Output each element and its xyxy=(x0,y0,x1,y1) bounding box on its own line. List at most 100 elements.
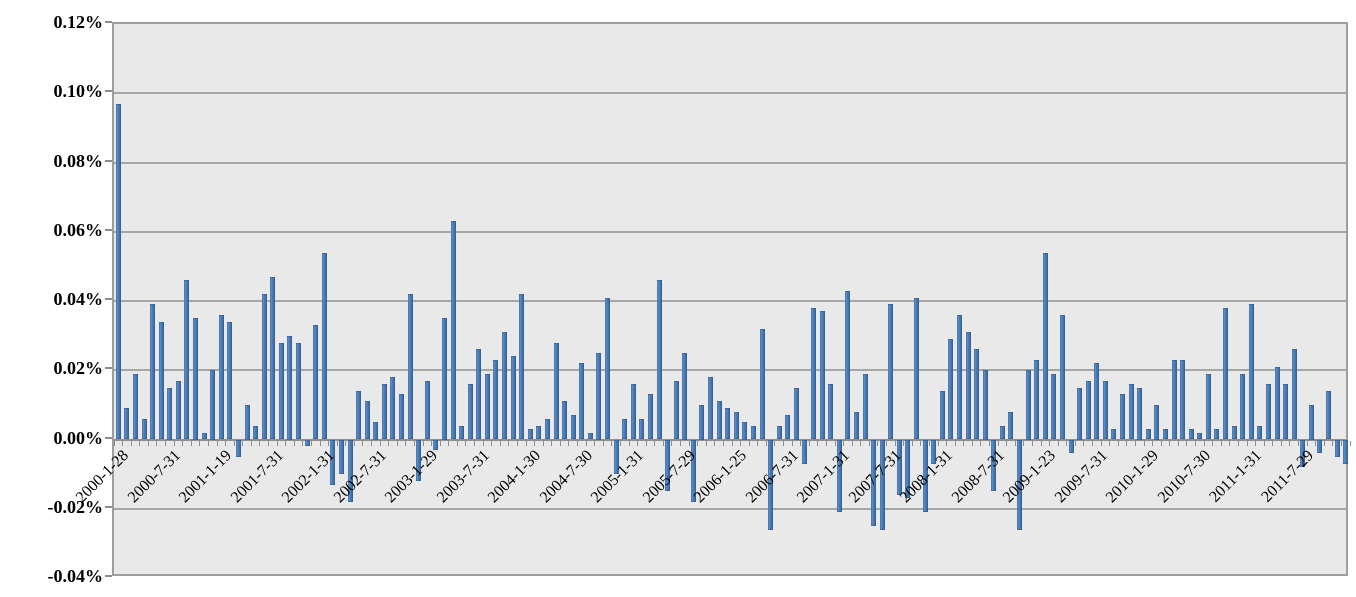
category-axis-tick xyxy=(645,440,647,446)
category-axis-tick xyxy=(577,440,578,446)
bar xyxy=(253,425,259,440)
category-axis-tick xyxy=(1031,440,1033,446)
bar xyxy=(1223,307,1229,440)
category-axis-tick xyxy=(559,440,561,446)
category-axis-tick xyxy=(1263,440,1265,446)
bar xyxy=(330,439,336,485)
bar xyxy=(948,339,954,440)
category-axis-tick xyxy=(525,440,527,446)
category-axis-tick xyxy=(259,440,261,446)
category-axis-tick xyxy=(971,440,973,446)
category-axis-tick xyxy=(774,440,776,446)
bar xyxy=(1308,404,1314,440)
bar xyxy=(1068,439,1074,454)
bar xyxy=(115,103,121,440)
y-axis-tick xyxy=(105,228,112,231)
category-axis-tick xyxy=(216,440,218,446)
bar xyxy=(673,380,679,440)
category-axis-tick xyxy=(422,440,424,446)
category-axis-tick xyxy=(225,440,227,446)
category-axis-tick xyxy=(886,440,887,446)
category-axis-tick xyxy=(911,440,913,446)
bar xyxy=(974,349,980,440)
bar xyxy=(888,304,894,440)
category-axis-tick xyxy=(1014,440,1016,446)
y-axis-tick-label: 0.04% xyxy=(53,289,104,309)
category-axis-tick xyxy=(1109,440,1111,446)
bar xyxy=(373,422,379,440)
bar xyxy=(1051,373,1057,440)
bar xyxy=(793,387,799,440)
gridline xyxy=(114,161,1346,164)
bar xyxy=(1120,394,1126,440)
category-axis-tick xyxy=(765,440,767,446)
category-axis-tick xyxy=(748,440,750,446)
category-axis-tick xyxy=(568,440,570,446)
category-axis-tick xyxy=(516,440,518,446)
bar xyxy=(210,370,216,440)
bar xyxy=(484,373,490,440)
category-axis-tick xyxy=(1280,440,1282,446)
category-axis-tick xyxy=(130,440,132,446)
category-axis-tick xyxy=(1126,440,1128,446)
bar xyxy=(493,359,499,440)
bar xyxy=(1171,359,1177,440)
bar xyxy=(553,342,559,440)
category-axis-tick xyxy=(954,440,956,446)
category-axis-tick xyxy=(843,440,845,446)
bar xyxy=(622,418,628,440)
category-axis-tick xyxy=(182,440,184,446)
bar xyxy=(665,439,671,492)
bar xyxy=(321,252,327,440)
category-axis-tick xyxy=(276,440,278,446)
category-axis-tick xyxy=(585,440,587,446)
category-axis-tick xyxy=(817,440,819,446)
category-axis-tick xyxy=(456,440,458,446)
bar xyxy=(1025,370,1031,440)
bar xyxy=(338,439,344,475)
category-axis-tick xyxy=(147,440,149,446)
category-axis-tick xyxy=(542,440,544,446)
category-axis-tick xyxy=(250,440,252,446)
category-axis-tick xyxy=(791,440,793,446)
y-axis-tick-label: -0.02% xyxy=(47,496,104,517)
bar xyxy=(347,439,353,502)
category-axis-tick xyxy=(1117,440,1119,446)
bar xyxy=(1214,429,1220,440)
category-axis-tick xyxy=(371,440,372,446)
category-axis-tick xyxy=(722,440,724,446)
category-axis-tick xyxy=(388,440,390,446)
bar xyxy=(836,439,842,513)
bar xyxy=(1274,366,1280,440)
category-axis-tick xyxy=(1306,440,1308,446)
category-axis-tick xyxy=(1177,440,1179,446)
category-axis-tick xyxy=(783,440,784,446)
category-axis-tick xyxy=(1315,440,1317,446)
category-axis-tick xyxy=(431,440,433,446)
category-axis-tick xyxy=(714,440,716,446)
category-axis-tick xyxy=(156,440,158,446)
category-axis-tick xyxy=(671,440,673,446)
category-axis-tick xyxy=(1006,440,1008,446)
y-axis-tick-label: 0.10% xyxy=(53,81,104,102)
category-axis-tick xyxy=(1160,440,1162,446)
category-axis-tick xyxy=(997,440,999,446)
bar xyxy=(1145,429,1151,440)
bar xyxy=(1077,387,1083,440)
category-axis-tick xyxy=(328,440,330,446)
bar xyxy=(896,439,902,495)
category-axis-tick xyxy=(310,440,312,446)
bar xyxy=(1300,439,1306,468)
bar xyxy=(828,384,834,440)
bar xyxy=(356,391,362,440)
bar xyxy=(158,321,164,440)
zero-axis-line xyxy=(114,438,1346,441)
bar xyxy=(733,411,739,440)
bar xyxy=(502,332,508,440)
category-axis-tick xyxy=(937,440,939,446)
bar xyxy=(742,422,748,440)
category-axis-tick xyxy=(825,440,827,446)
y-axis-tick xyxy=(105,159,112,162)
category-axis-tick xyxy=(1229,440,1231,446)
bar xyxy=(1257,425,1263,440)
